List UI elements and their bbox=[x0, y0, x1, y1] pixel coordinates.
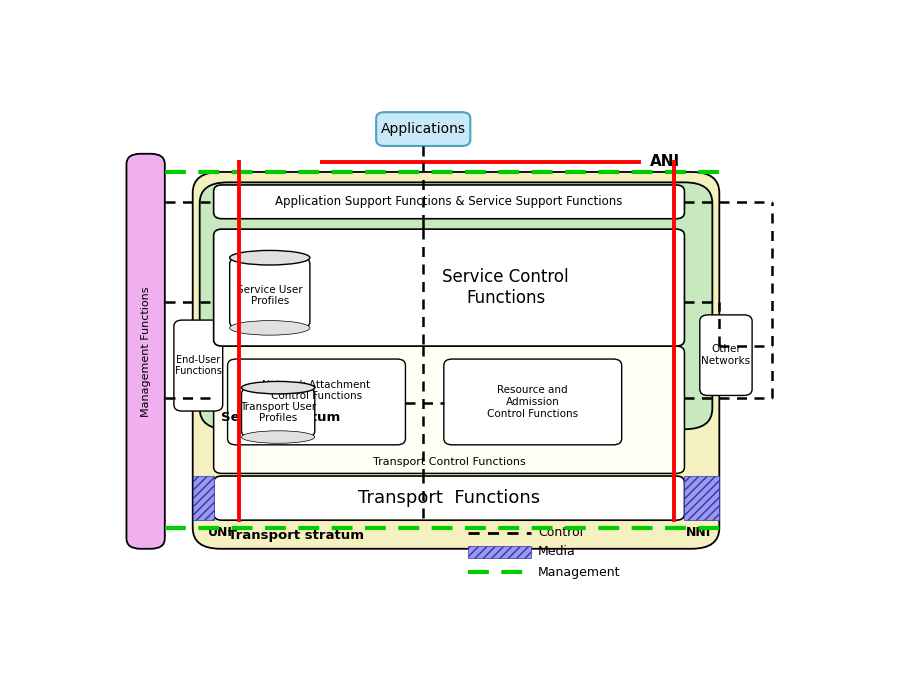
FancyBboxPatch shape bbox=[213, 346, 685, 473]
FancyBboxPatch shape bbox=[126, 154, 165, 549]
Text: End-User
Functions: End-User Functions bbox=[175, 355, 221, 377]
Ellipse shape bbox=[241, 381, 315, 394]
FancyBboxPatch shape bbox=[444, 359, 622, 445]
Text: Media: Media bbox=[538, 545, 576, 558]
Text: Service stratum: Service stratum bbox=[220, 411, 340, 425]
Text: Management Functions: Management Functions bbox=[140, 286, 150, 416]
FancyBboxPatch shape bbox=[228, 359, 406, 445]
Text: Control: Control bbox=[538, 526, 583, 539]
Ellipse shape bbox=[230, 321, 310, 335]
FancyBboxPatch shape bbox=[174, 320, 222, 411]
Text: ANI: ANI bbox=[650, 154, 680, 169]
FancyBboxPatch shape bbox=[213, 229, 685, 346]
Text: Application Support Functions & Service Support Functions: Application Support Functions & Service … bbox=[275, 195, 623, 209]
Ellipse shape bbox=[241, 431, 315, 443]
FancyBboxPatch shape bbox=[213, 185, 685, 219]
Text: Network Attachment
Control Functions: Network Attachment Control Functions bbox=[263, 380, 371, 402]
Text: Applications: Applications bbox=[381, 122, 465, 136]
Text: Resource and
Admission
Control Functions: Resource and Admission Control Functions bbox=[487, 385, 579, 418]
Text: Other
Networks: Other Networks bbox=[701, 344, 751, 366]
Text: Transport Control Functions: Transport Control Functions bbox=[373, 457, 526, 467]
Text: Service Control
Functions: Service Control Functions bbox=[442, 268, 569, 307]
Text: Transport  Functions: Transport Functions bbox=[358, 489, 540, 507]
Text: Service User
Profiles: Service User Profiles bbox=[237, 285, 302, 306]
Bar bbox=[468, 546, 531, 558]
FancyBboxPatch shape bbox=[241, 387, 315, 437]
Bar bbox=[193, 476, 213, 520]
FancyBboxPatch shape bbox=[376, 112, 471, 146]
Text: Transport User
Profiles: Transport User Profiles bbox=[240, 402, 316, 423]
FancyBboxPatch shape bbox=[193, 172, 719, 549]
FancyBboxPatch shape bbox=[213, 476, 685, 520]
Ellipse shape bbox=[230, 250, 310, 265]
FancyBboxPatch shape bbox=[200, 182, 713, 429]
Text: UNI: UNI bbox=[208, 526, 233, 539]
FancyBboxPatch shape bbox=[230, 258, 310, 328]
FancyBboxPatch shape bbox=[700, 315, 752, 396]
Bar bbox=[685, 476, 719, 520]
Text: NNI: NNI bbox=[686, 526, 711, 539]
Text: Transport stratum: Transport stratum bbox=[228, 529, 364, 542]
Text: Management: Management bbox=[538, 566, 620, 578]
